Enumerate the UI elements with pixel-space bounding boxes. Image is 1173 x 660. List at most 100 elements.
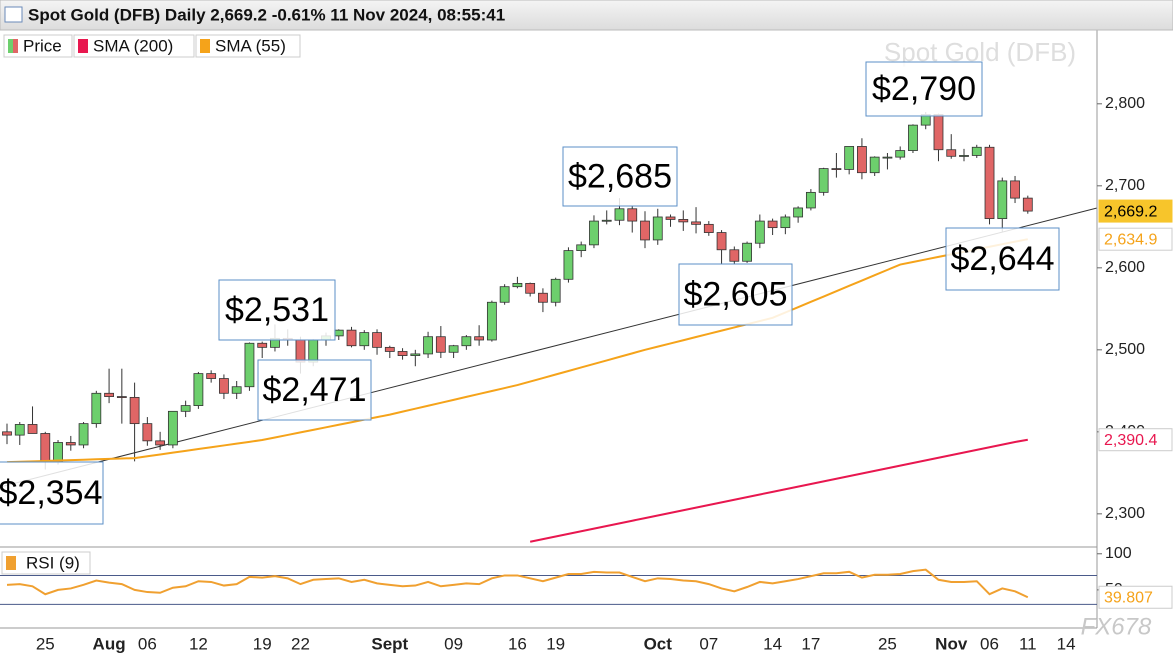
- candle-body: [104, 392, 114, 397]
- x-tick-label: 06: [980, 634, 999, 653]
- x-tick-label: Nov: [935, 634, 968, 653]
- candle-body: [27, 424, 38, 434]
- x-tick-label: 11: [1019, 634, 1037, 653]
- candle-body: [1022, 197, 1033, 212]
- line-series: [529, 438, 1028, 543]
- candle-body: [244, 342, 255, 388]
- candle-body: [372, 332, 382, 348]
- candle-body: [601, 219, 612, 222]
- candle-body: [155, 440, 166, 446]
- candle-body: [512, 282, 523, 288]
- candle-body: [486, 301, 497, 341]
- legend-box: [195, 34, 301, 58]
- legend-label: Price: [23, 36, 62, 55]
- price-marker: [1098, 428, 1173, 452]
- y-tick-label: 2,300: [1105, 505, 1145, 522]
- candle-body: [857, 146, 867, 174]
- legend-swatch: [8, 39, 13, 53]
- candle-body: [231, 386, 242, 394]
- candle-body: [984, 146, 995, 220]
- annotation: $2,644: [951, 240, 1055, 278]
- candle-body: [563, 250, 574, 280]
- annotation-box: [257, 359, 372, 421]
- candle-body: [435, 336, 446, 353]
- x-tick-label: 12: [189, 634, 208, 653]
- main-plot: [2, 112, 1033, 543]
- candle-body: [614, 208, 625, 221]
- candle-body: [550, 278, 561, 303]
- y-tick-label: 2,800: [1105, 95, 1145, 112]
- annotation-box: [0, 461, 104, 525]
- x-tick-label: 14: [763, 634, 782, 653]
- candle-body: [627, 208, 638, 222]
- candle-body: [589, 220, 599, 246]
- candle-body: [933, 114, 944, 151]
- annotation: $2,790: [872, 70, 976, 108]
- candle-body: [805, 191, 816, 209]
- annotation-box: [865, 61, 983, 117]
- candle-body: [78, 423, 89, 446]
- legend-label: RSI (9): [26, 553, 80, 572]
- rsi-plot: [0, 568, 1097, 605]
- line-series: [6, 238, 1028, 464]
- candle-body: [716, 232, 727, 251]
- y-tick-label: 2,700: [1105, 177, 1145, 194]
- annotation: $2,471: [263, 371, 367, 409]
- candle-body: [461, 336, 472, 347]
- header-icon: [4, 6, 23, 23]
- candle-body: [91, 392, 102, 425]
- candle-body: [116, 396, 127, 398]
- candle-body: [167, 410, 178, 446]
- candle-body: [219, 378, 229, 394]
- candle-body: [14, 424, 25, 436]
- candle-body: [474, 336, 485, 341]
- candle-body: [295, 339, 306, 363]
- candle-body: [525, 282, 536, 294]
- annotation: $2,354: [0, 474, 103, 512]
- annotation-box: [562, 146, 678, 207]
- candle-body: [40, 433, 51, 462]
- candle-body: [971, 146, 982, 156]
- candle-body: [729, 249, 740, 262]
- x-tick-label: 14: [1057, 634, 1076, 653]
- x-tick-label: 07: [699, 634, 718, 653]
- annotation-box: [218, 279, 336, 341]
- x-tick-label: 17: [801, 634, 820, 653]
- y-tick-label: 2,500: [1105, 341, 1145, 358]
- brand-watermark: FX678: [1081, 613, 1152, 640]
- header-bar: [0, 0, 1173, 31]
- price-marker-label: 2,669.2: [1104, 203, 1157, 220]
- candle-body: [703, 223, 714, 233]
- x-tick-label: 16: [508, 634, 527, 653]
- candle-body: [193, 373, 204, 406]
- annotation-box: [678, 263, 793, 326]
- candle-body: [448, 345, 459, 353]
- x-tick-label: Aug: [93, 634, 126, 653]
- annotation: $2,605: [684, 275, 788, 313]
- x-tick-label: 25: [878, 634, 897, 653]
- candle-body: [423, 336, 433, 355]
- annotation: $2,531: [225, 291, 329, 329]
- candle-body: [129, 396, 140, 425]
- legend-box: [3, 34, 73, 58]
- candle-body: [946, 149, 957, 157]
- x-tick-label: 19: [546, 634, 565, 653]
- candle-body: [180, 405, 191, 412]
- price-marker: [1098, 585, 1173, 609]
- candle-body: [665, 216, 676, 220]
- candle-body: [793, 207, 804, 218]
- candle-body: [384, 346, 395, 352]
- candle-body: [678, 219, 689, 223]
- candle-body: [997, 180, 1008, 220]
- candle-body: [410, 353, 421, 356]
- legend-swatch: [13, 39, 18, 53]
- x-tick-label: 06: [138, 634, 157, 653]
- candle-body: [65, 442, 76, 446]
- y-tick-label: 100: [1105, 545, 1132, 562]
- candle-body: [346, 329, 357, 347]
- legend-swatch: [6, 556, 16, 570]
- candle-body: [538, 292, 548, 303]
- x-tick-label: 09: [444, 634, 463, 653]
- legend-box: [1, 551, 91, 575]
